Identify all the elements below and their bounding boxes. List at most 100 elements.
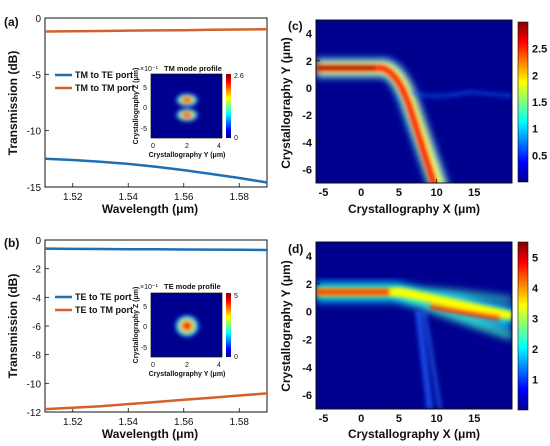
x-tick-label: 10: [430, 187, 442, 199]
panel-c: (c) 4 2 0 -2 -4 -6 -5 0 5 10 15 Crystallography X…: [279, 19, 547, 216]
series-line-blue: [44, 247, 268, 252]
x-tick-label: 1.54: [119, 417, 139, 428]
y-tick-label: 0: [35, 14, 41, 25]
x-tick-label: 15: [468, 187, 480, 199]
inset-a-xlabel: Crystallography Y (μm): [149, 152, 226, 159]
legend-entry-te-tm: TE to TM port: [75, 305, 133, 315]
y-tick-label: 2: [306, 279, 312, 291]
x-tick-label: 1.52: [63, 417, 83, 428]
panel-d-y-axis-label: Crystallography Y (μm): [279, 260, 293, 392]
y-tick-label: -12: [27, 408, 42, 419]
panel-c-y-axis-label: Crystallography Y (μm): [279, 37, 293, 169]
panel-d-x-axis-label: Crystallography X (μm): [348, 427, 480, 441]
inset-a-cbar-tick: 0: [234, 135, 238, 142]
inset-a-colorbar: [226, 74, 231, 138]
inset-a-title: TM mode profile: [164, 64, 222, 73]
panel-a-legend: TM to TE port TM to TM port: [55, 70, 134, 93]
y-tick-label: -5: [32, 70, 41, 81]
x-tick-label: 10: [430, 413, 442, 425]
x-tick-label: 0: [358, 413, 364, 425]
y-tick-label: 0: [306, 307, 312, 319]
legend-entry-tm-te: TM to TE port: [75, 70, 133, 80]
series-line-orange: [44, 28, 268, 33]
panel-d-colorbar: [517, 241, 529, 411]
inset-b-xtick: 2: [185, 362, 189, 369]
panel-b-inset: ×10⁻¹ TE mode profile 5 0 -5 0 2 4 Cryst…: [133, 282, 238, 378]
panel-a-x-axis-label: Wavelength (μm): [102, 202, 198, 216]
colorbar-tick-label: 1: [532, 124, 538, 136]
inset-a-mode-lobes: [175, 93, 199, 122]
x-tick-label: 5: [396, 187, 402, 199]
y-tick-label: -10: [27, 127, 42, 138]
x-tick-label: 1.54: [119, 192, 139, 203]
y-tick-label: -4: [302, 137, 313, 149]
panel-d-field: [316, 282, 512, 409]
colorbar-tick-label: 1: [532, 374, 538, 386]
panel-c-colorbar: [517, 21, 529, 183]
panel-c-x-ticks: -5 0 5 10 15: [319, 179, 480, 199]
x-tick-label: 15: [468, 413, 480, 425]
inset-b-xlabel: Crystallography Y (μm): [149, 371, 226, 378]
inset-a-ytick: 0: [143, 105, 147, 112]
panel-b-x-axis-label: Wavelength (μm): [102, 427, 198, 441]
panel-a-x-ticks: 1.52 1.54 1.56 1.58: [63, 183, 249, 203]
colorbar-tick-label: 5: [532, 252, 538, 264]
inset-a-xtick: 4: [217, 143, 221, 150]
inset-b-xtick: 0: [151, 362, 155, 369]
panel-b-series-lines: [44, 247, 268, 411]
y-tick-label: 4: [306, 29, 313, 41]
inset-a-exponent: ×10⁻¹: [140, 66, 159, 73]
y-tick-label: 0: [306, 83, 312, 95]
panel-b: (b) 0 -2 -4 -6 -8 -10 -12 1.52 1.54 1.56 1.58 Wav…: [4, 236, 268, 441]
x-tick-label: 5: [396, 413, 402, 425]
inset-b-title: TE mode profile: [164, 282, 221, 291]
y-tick-label: -6: [302, 164, 312, 176]
colorbar-tick-label: 2.5: [532, 44, 547, 56]
colorbar-tick-label: 4: [532, 283, 539, 295]
inset-b-cbar-tick: 5: [234, 293, 238, 300]
inset-b-colorbar: [226, 293, 231, 357]
x-tick-label: -5: [319, 413, 329, 425]
inset-b-xtick: 4: [217, 362, 221, 369]
y-tick-label: -8: [32, 351, 41, 362]
panel-a-inset: ×10⁻¹ TM mode profile 5 0 -5 0 2 4 Cryst…: [133, 64, 244, 159]
y-tick-label: -10: [27, 379, 42, 390]
panel-d-x-ticks: -5 0 5 10 15: [319, 405, 480, 425]
colorbar-tick-label: 1.5: [532, 97, 547, 109]
inset-a-ytick: 5: [143, 85, 147, 92]
inset-b-mode-lobe: [174, 314, 200, 338]
inset-b-ytick: 0: [143, 324, 147, 331]
series-line-orange: [44, 392, 268, 411]
inset-b-ytick: 5: [143, 304, 147, 311]
colorbar-tick-label: 2: [532, 344, 538, 356]
panel-d: (d) 420-2-4-6 -5 0 5 10 15 Crystallography X…: [279, 241, 539, 441]
panel-a-y-ticks: 0 -5 -10 -15: [27, 14, 49, 194]
panel-c-field: [316, 59, 512, 183]
panel-a-axes-frame: [44, 17, 268, 188]
x-tick-label: -5: [319, 187, 329, 199]
x-tick-label: 1.52: [63, 192, 83, 203]
y-tick-label: -6: [32, 322, 41, 333]
colorbar-tick-label: 3: [532, 313, 538, 325]
panel-a-series-lines: [44, 28, 268, 184]
panel-c-label: (c): [288, 19, 303, 33]
y-tick-label: 2: [306, 56, 312, 68]
panel-b-x-ticks: 1.52 1.54 1.56 1.58: [63, 408, 249, 428]
panel-d-colorbar-ticks: 5 4 3 2 1: [532, 252, 539, 386]
inset-a-cbar-tick: 2.6: [234, 73, 244, 80]
x-tick-label: 1.58: [230, 192, 250, 203]
inset-a-ylabel: Crystallography Z (μm): [133, 68, 140, 145]
panel-b-label: (b): [4, 236, 19, 250]
y-tick-label: 4: [306, 251, 313, 263]
y-tick-label: -15: [27, 183, 42, 194]
legend-entry-te-te: TE to TE port: [75, 292, 132, 302]
colorbar-tick-label: 0.5: [532, 150, 547, 162]
inset-a-xtick: 0: [151, 143, 155, 150]
colorbar-tick-label: 2: [532, 70, 538, 82]
panel-d-label: (d): [288, 242, 303, 256]
panel-c-x-axis-label: Crystallography X (μm): [348, 202, 480, 216]
panel-a-label: (a): [4, 15, 19, 29]
panel-a-y-axis-label: Transmission (dB): [6, 51, 20, 156]
inset-b-ylabel: Crystallography Z (μm): [133, 287, 140, 364]
